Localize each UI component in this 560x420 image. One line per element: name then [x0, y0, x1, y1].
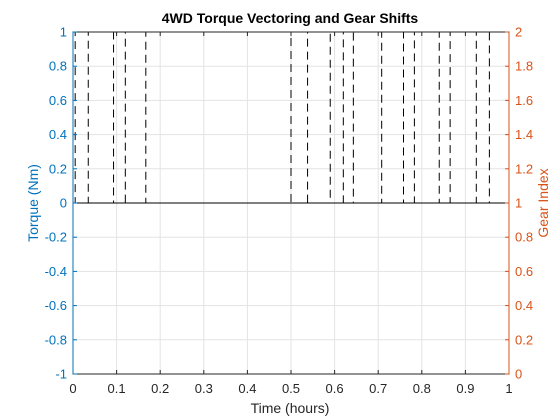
series-line-1: [73, 31, 509, 204]
data-series: [73, 31, 509, 204]
left-y-tick-label: 0: [60, 196, 67, 211]
left-y-axis-label: Torque (Nm): [25, 164, 41, 242]
right-y-tick-label: 0: [515, 367, 522, 382]
x-tick-label: 1: [505, 381, 512, 396]
right-y-tick-label: 1.8: [515, 59, 533, 74]
right-y-tick-label: 1.2: [515, 161, 533, 176]
x-tick-label: 0: [69, 381, 76, 396]
x-axis-label: Time (hours): [251, 400, 330, 416]
right-y-axis: 0 0.2 0.4 0.6 0.8 1 1.2 1.4 1.6 1.8 2: [505, 25, 533, 382]
x-tick-label: 0.3: [195, 381, 213, 396]
left-y-axis: -1 -0.8 -0.6 -0.4 -0.2 0 0.2 0.4 0.6 0.8 1: [45, 25, 77, 382]
left-y-tick-label: -0.8: [45, 332, 67, 347]
right-y-tick-label: 0.4: [515, 298, 533, 313]
x-tick-label: 0.1: [108, 381, 126, 396]
left-y-tick-label: -0.6: [45, 298, 67, 313]
left-y-tick-label: 0.4: [49, 127, 67, 142]
x-tick-label: 0.2: [151, 381, 169, 396]
right-y-axis-label: Gear Index: [535, 168, 551, 237]
right-y-tick-label: 1: [515, 196, 522, 211]
right-y-tick-label: 1.6: [515, 93, 533, 108]
chart-title: 4WD Torque Vectoring and Gear Shifts: [162, 10, 419, 26]
x-tick-label: 0.8: [413, 381, 431, 396]
right-y-tick-label: 0.8: [515, 230, 533, 245]
right-y-tick-label: 0.2: [515, 332, 533, 347]
left-y-tick-label: -0.2: [45, 230, 67, 245]
left-y-tick-label: -1: [55, 367, 67, 382]
left-y-tick-label: 1: [60, 25, 67, 40]
right-y-tick-label: 1.4: [515, 127, 533, 142]
right-y-tick-label: 2: [515, 25, 522, 40]
x-tick-label: 0.5: [282, 381, 300, 396]
right-y-tick-label: 0.6: [515, 264, 533, 279]
x-axis: 0 0.1 0.2 0.3 0.4 0.5 0.6 0.7 0.8 0.9 1: [69, 32, 513, 396]
left-y-tick-label: 0.8: [49, 59, 67, 74]
left-y-tick-label: -0.4: [45, 264, 67, 279]
x-tick-label: 0.4: [238, 381, 256, 396]
x-tick-label: 0.9: [456, 381, 474, 396]
x-tick-label: 0.7: [369, 381, 387, 396]
left-y-tick-label: 0.6: [49, 93, 67, 108]
left-y-tick-label: 0.2: [49, 161, 67, 176]
x-tick-label: 0.6: [326, 381, 344, 396]
